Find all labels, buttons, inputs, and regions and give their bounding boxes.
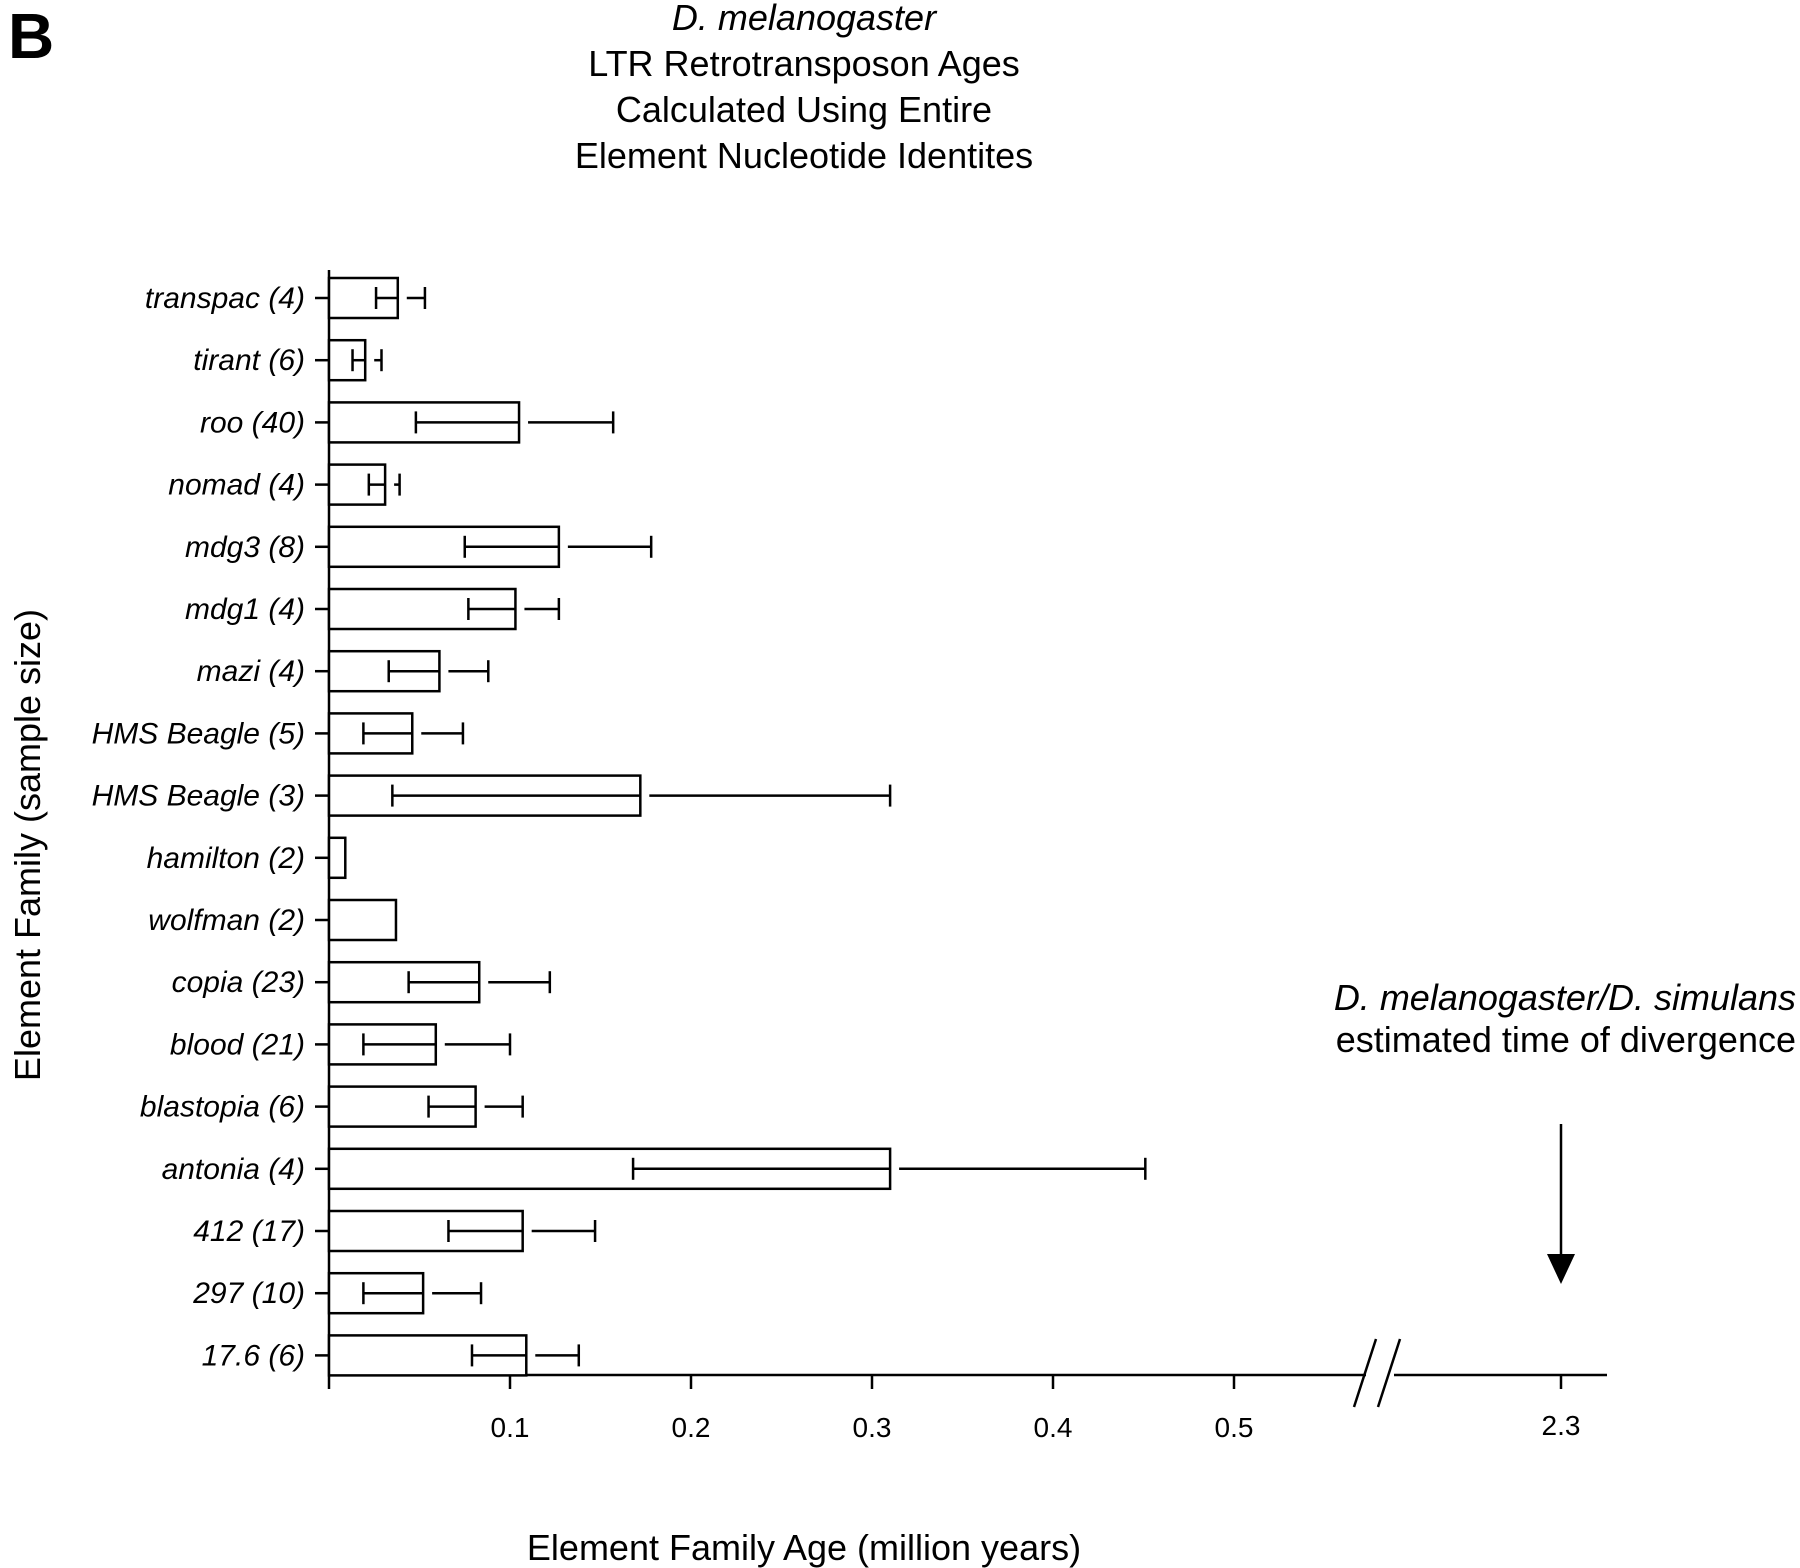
- x-tick-label: 0.5: [1215, 1412, 1254, 1443]
- axis-break-mark: [1352, 1338, 1378, 1408]
- category-label: hamilton (2): [147, 842, 305, 875]
- x-tick-label: 0.4: [1034, 1412, 1073, 1443]
- bars: [327, 276, 892, 1377]
- category-labels: transpac (4) tirant (6) roo (40) nomad (4) m…: [92, 282, 305, 1372]
- title-line-3: Calculated Using Entire: [616, 89, 992, 130]
- bar: [327, 898, 398, 942]
- title-line-4: Element Nucleotide Identites: [575, 135, 1033, 176]
- category-label: transpac (4): [145, 282, 305, 315]
- category-label: blastopia (6): [140, 1091, 305, 1124]
- annotation: D. melanogaster/D. simulans estimated ti…: [1334, 977, 1796, 1060]
- x-tick-label: 0.2: [672, 1412, 711, 1443]
- title-line-2: LTR Retrotransposon Ages: [588, 43, 1020, 84]
- category-label: copia (23): [172, 966, 305, 999]
- category-label: blood (21): [170, 1028, 305, 1061]
- title-line-1: D. melanogaster: [672, 0, 938, 38]
- bar: [327, 836, 347, 880]
- x-axis-title: Element Family Age (million years): [527, 1527, 1081, 1568]
- chart-title: D. melanogaster LTR Retrotransposon Ages…: [575, 0, 1033, 176]
- category-label: tirant (6): [193, 344, 305, 377]
- error-bars: [351, 287, 1147, 1367]
- annotation-line-1: D. melanogaster/D. simulans: [1334, 977, 1796, 1018]
- category-label: 412 (17): [193, 1215, 305, 1248]
- category-label: roo (40): [200, 406, 305, 439]
- x-tick-label: 2.3: [1542, 1410, 1581, 1441]
- category-label: antonia (4): [162, 1153, 305, 1186]
- category-label: HMS Beagle (5): [92, 717, 305, 750]
- category-label: nomad (4): [168, 469, 305, 502]
- x-ticks: 0.1 0.2 0.3 0.4 0.5 2.3: [327, 1375, 1581, 1443]
- bar: [327, 338, 367, 382]
- axis-break-mark: [1376, 1338, 1402, 1408]
- panel-label: B: [8, 0, 54, 72]
- divergence-arrow-head: [1547, 1254, 1575, 1284]
- annotation-line-2: estimated time of divergence: [1336, 1019, 1796, 1060]
- category-label: mdg1 (4): [185, 593, 305, 626]
- category-label: 297 (10): [192, 1277, 305, 1310]
- x-tick-label: 0.1: [491, 1412, 530, 1443]
- y-axis-title: Element Family (sample size): [7, 609, 48, 1081]
- category-label: mdg3 (8): [185, 531, 305, 564]
- category-label: wolfman (2): [148, 904, 305, 937]
- category-label: 17.6 (6): [202, 1339, 305, 1372]
- category-label: mazi (4): [197, 655, 305, 688]
- bar: [327, 463, 387, 506]
- category-label: HMS Beagle (3): [92, 780, 305, 813]
- x-tick-label: 0.3: [853, 1412, 892, 1443]
